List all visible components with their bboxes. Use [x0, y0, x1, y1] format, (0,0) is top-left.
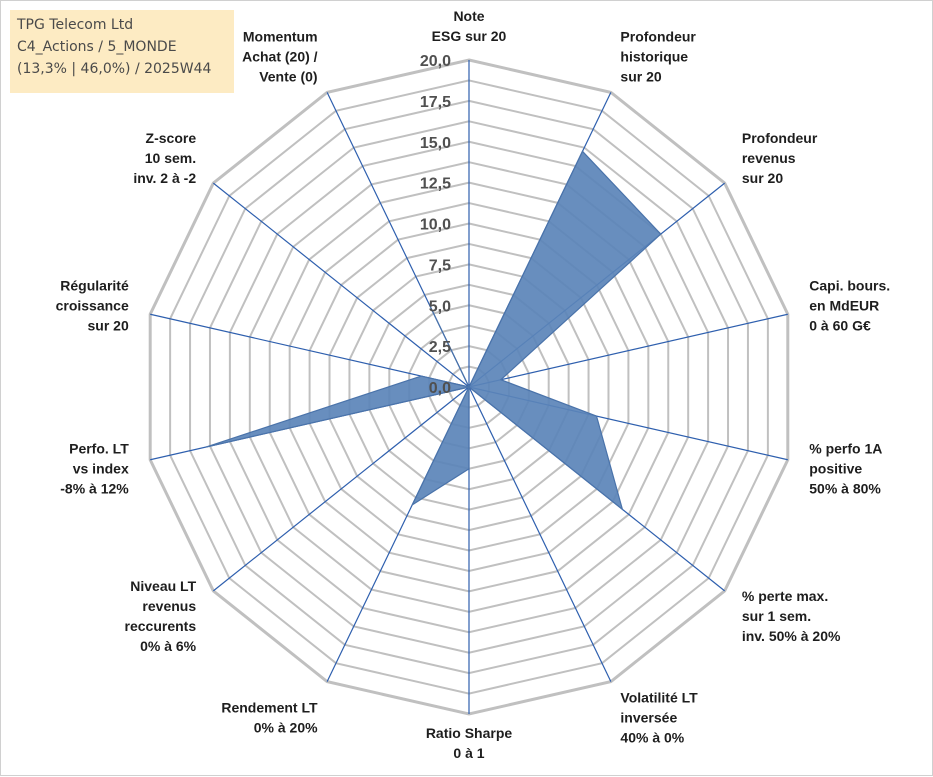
axis-label-6-line-3: inv. 50% à 20%	[742, 628, 841, 644]
tick-label-4: 10,0	[420, 217, 451, 234]
axis-label-10-line-2: revenus	[142, 598, 196, 614]
tick-label-2: 5,0	[429, 298, 451, 315]
axis-label-3-line-3: sur 20	[742, 170, 783, 186]
info-box: TPG Telecom Ltd C4_Actions / 5_MONDE (13…	[10, 10, 234, 93]
axis-label-2-line-2: historique	[620, 48, 688, 64]
axis-label-10-line-4: 0% à 6%	[140, 638, 197, 654]
tick-label-8: 20,0	[420, 53, 451, 70]
axis-label-14-line-1: Momentum	[243, 28, 318, 44]
axis-label-12-line-1: Régularité	[60, 277, 129, 293]
axis-label-7-line-1: Volatilité LT	[620, 690, 698, 706]
axis-label-1-line-2: ESG sur 20	[432, 28, 507, 44]
axis-label-4-line-3: 0 à 60 G€	[809, 317, 871, 333]
axis-label-4-line-2: en MdEUR	[809, 297, 879, 313]
axis-label-3-line-1: Profondeur	[742, 130, 818, 146]
tick-label-5: 12,5	[420, 176, 451, 193]
axis-label-11-line-3: -8% à 12%	[60, 481, 129, 497]
axis-label-1-line-1: Note	[453, 8, 484, 24]
axis-label-13-line-3: inv. 2 à -2	[133, 170, 196, 186]
axis-label-10-line-1: Niveau LT	[130, 578, 196, 594]
axis-label-5-line-1: % perfo 1A	[809, 441, 882, 457]
info-company-name: TPG Telecom Ltd	[17, 14, 227, 36]
axis-label-8-line-2: 0 à 1	[453, 745, 484, 761]
axis-label-6-line-2: sur 1 sem.	[742, 608, 811, 624]
axis-label-2-line-1: Profondeur	[620, 28, 696, 44]
info-stats: (13,3% | 46,0%) / 2025W44	[17, 58, 227, 80]
axis-label-14-line-3: Vente (0)	[259, 68, 317, 84]
tick-label-7: 17,5	[420, 94, 451, 111]
tick-label-6: 15,0	[420, 135, 451, 152]
axis-label-14-line-2: Achat (20) /	[242, 48, 318, 64]
axis-label-11-line-2: vs index	[73, 461, 129, 477]
axis-label-9-line-2: 0% à 20%	[254, 720, 318, 736]
tick-label-3: 7,5	[429, 257, 451, 274]
axis-label-12-line-2: croissance	[56, 297, 129, 313]
axis-label-7-line-2: inversée	[620, 710, 677, 726]
info-category: C4_Actions / 5_MONDE	[17, 36, 227, 58]
axis-label-5-line-2: positive	[809, 461, 862, 477]
axis-label-5-line-3: 50% à 80%	[809, 481, 881, 497]
axis-label-9-line-1: Rendement LT	[221, 700, 318, 716]
axis-label-7-line-3: 40% à 0%	[620, 730, 684, 746]
axis-label-3-line-2: revenus	[742, 150, 796, 166]
axis-label-11-line-1: Perfo. LT	[69, 441, 129, 457]
tick-label-0: 0,0	[429, 380, 451, 397]
axis-label-8-line-1: Ratio Sharpe	[426, 725, 513, 741]
axis-label-13-line-1: Z-score	[146, 130, 197, 146]
tick-label-1: 2,5	[429, 339, 451, 356]
axis-label-2-line-3: sur 20	[620, 68, 661, 84]
axis-label-4-line-1: Capi. bours.	[809, 277, 890, 293]
axis-label-12-line-3: sur 20	[88, 317, 129, 333]
axis-label-10-line-3: reccurents	[125, 618, 197, 634]
axis-label-13-line-2: 10 sem.	[145, 150, 196, 166]
axis-label-6-line-1: % perte max.	[742, 588, 828, 604]
